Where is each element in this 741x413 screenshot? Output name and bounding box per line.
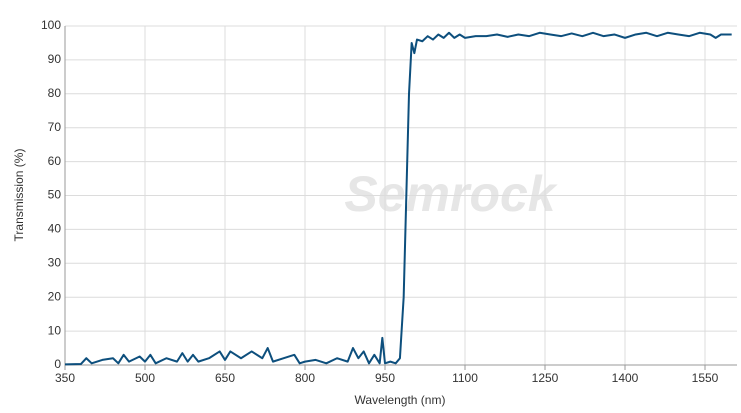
y-tick-label: 70: [48, 120, 62, 134]
y-tick-label: 80: [48, 86, 62, 100]
y-tick-label: 10: [48, 323, 62, 337]
x-tick-label: 950: [375, 371, 395, 385]
data-line: [64, 31, 732, 366]
x-tick-label: 1250: [532, 371, 559, 385]
y-tick-label: 60: [48, 154, 62, 168]
y-axis-title: Transmission (%): [12, 149, 26, 242]
x-tick-label: 500: [135, 371, 155, 385]
watermark: Semrock: [344, 166, 557, 222]
y-tick-label: 30: [48, 255, 62, 269]
y-tick-label: 100: [41, 18, 61, 32]
x-axis-title: Wavelength (nm): [355, 393, 446, 407]
y-tick-label: 50: [48, 188, 62, 202]
x-tick-label: 650: [215, 371, 235, 385]
y-tick-label: 20: [48, 289, 62, 303]
y-tick-label: 0: [54, 357, 61, 371]
x-tick-label: 1100: [452, 371, 478, 385]
y-tick-label: 90: [48, 52, 62, 66]
x-tick-label: 1400: [612, 371, 639, 385]
y-tick-label: 40: [48, 222, 62, 236]
x-tick-label: 350: [55, 371, 75, 385]
x-tick-label: 800: [295, 371, 315, 385]
x-tick-label: 1550: [692, 371, 719, 385]
